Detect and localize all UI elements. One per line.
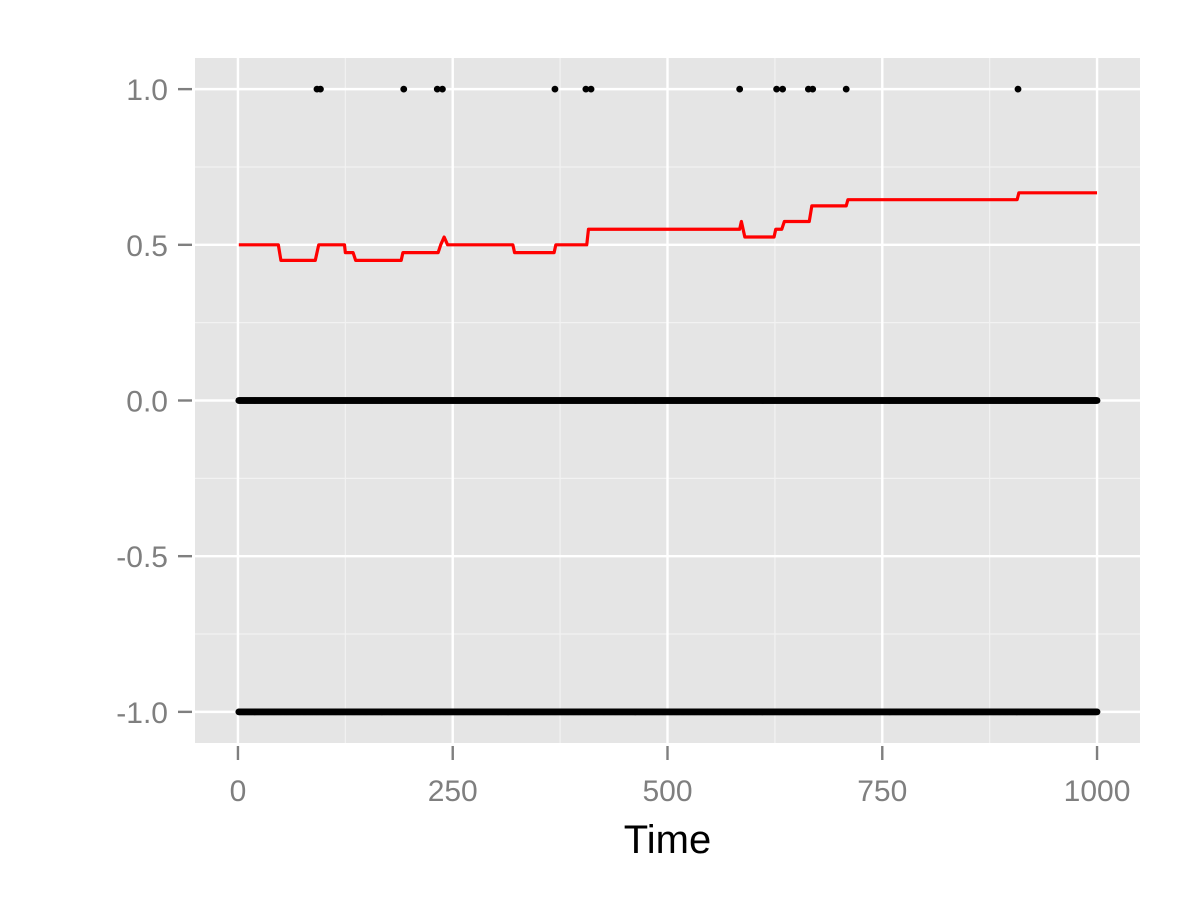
data-marks (235, 85, 1101, 716)
data-point (433, 85, 441, 93)
x-tick-label: 500 (642, 775, 692, 808)
red-line-series (238, 191, 1098, 262)
data-point (736, 85, 744, 93)
x-axis: 0 250 500 750 1000 (230, 746, 1131, 808)
data-point (551, 85, 559, 93)
point-series (235, 397, 1101, 404)
data-point (773, 85, 781, 93)
data-point (779, 85, 787, 93)
y-tick-label: 1.0 (126, 74, 168, 107)
y-tick-label: -0.5 (116, 541, 168, 574)
data-point (582, 85, 590, 93)
data-point (439, 85, 446, 93)
x-axis-title: Time (624, 818, 711, 862)
x-tick-label: 1000 (1064, 775, 1131, 808)
data-point (1093, 708, 1101, 716)
data-point (317, 85, 324, 93)
y-axis: -1.0 -0.5 0.0 0.5 1.0 (116, 74, 192, 730)
x-tick-label: 750 (857, 775, 907, 808)
x-tick-label: 0 (230, 775, 247, 808)
data-point (1093, 397, 1101, 404)
data-point (1014, 85, 1022, 93)
data-point (400, 85, 408, 93)
y-tick-label: -1.0 (116, 697, 168, 730)
y-tick-label: 0.5 (126, 230, 168, 263)
point-series (235, 708, 1101, 716)
y-tick-label: 0.0 (126, 386, 168, 419)
x-tick-label: 250 (428, 775, 478, 808)
data-point (809, 85, 817, 93)
data-point (587, 85, 595, 93)
point-series (313, 85, 1022, 93)
data-point (842, 85, 850, 93)
